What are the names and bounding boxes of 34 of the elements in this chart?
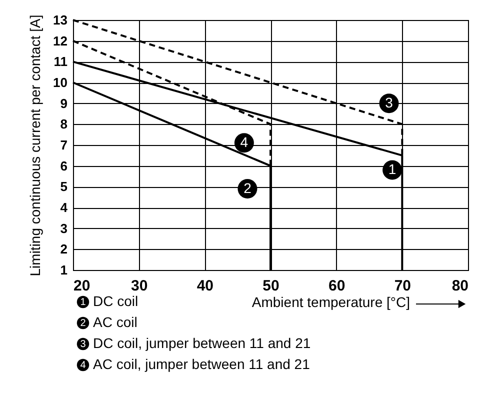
annotation: 2 <box>244 180 252 196</box>
y-tick-label: 5 <box>60 179 68 194</box>
y-tick-label: 4 <box>60 200 68 215</box>
text: 3 <box>80 339 86 350</box>
y-tick-label: 10 <box>53 75 68 90</box>
y-tick-label: 3 <box>60 220 68 236</box>
text: 4 <box>80 360 86 371</box>
text: 1 <box>80 297 86 308</box>
legend-label: AC coil, jumper between 11 and 21 <box>93 356 310 372</box>
y-tick-label: 7 <box>60 138 68 152</box>
y-tick-label: 12 <box>53 33 68 48</box>
x-tick-label: 50 <box>262 278 280 294</box>
y-tick-label: 1 <box>60 262 68 278</box>
x-axis-title: Ambient temperature [°C] <box>252 294 410 310</box>
legend-label: DC coil <box>93 293 138 309</box>
x-tick-label: 70 <box>394 278 412 294</box>
legend-label: AC coil <box>93 314 138 330</box>
annotation: 4 <box>240 134 248 150</box>
y-tick-label: 9 <box>60 96 68 111</box>
y-tick-label: 13 <box>53 12 68 28</box>
x-tick-label: 30 <box>130 278 148 294</box>
x-tick-label: 40 <box>196 278 214 294</box>
y-tick-label: 2 <box>60 242 68 257</box>
x-tick-label: 20 <box>74 278 90 294</box>
y-axis-title: Limiting continuous current per contact [A] <box>27 14 44 276</box>
y-tick-label: 8 <box>60 116 68 132</box>
x-tick-label: 80 <box>452 278 468 294</box>
annotation: 1 <box>388 161 396 177</box>
y-tick-label: 11 <box>54 54 68 70</box>
y-tick-label: 6 <box>60 158 68 174</box>
legend-label: DC coil, jumper between 11 and 21 <box>93 335 311 351</box>
text: 2 <box>80 318 86 329</box>
annotation: 3 <box>385 94 394 110</box>
x-tick-label: 60 <box>328 278 346 294</box>
